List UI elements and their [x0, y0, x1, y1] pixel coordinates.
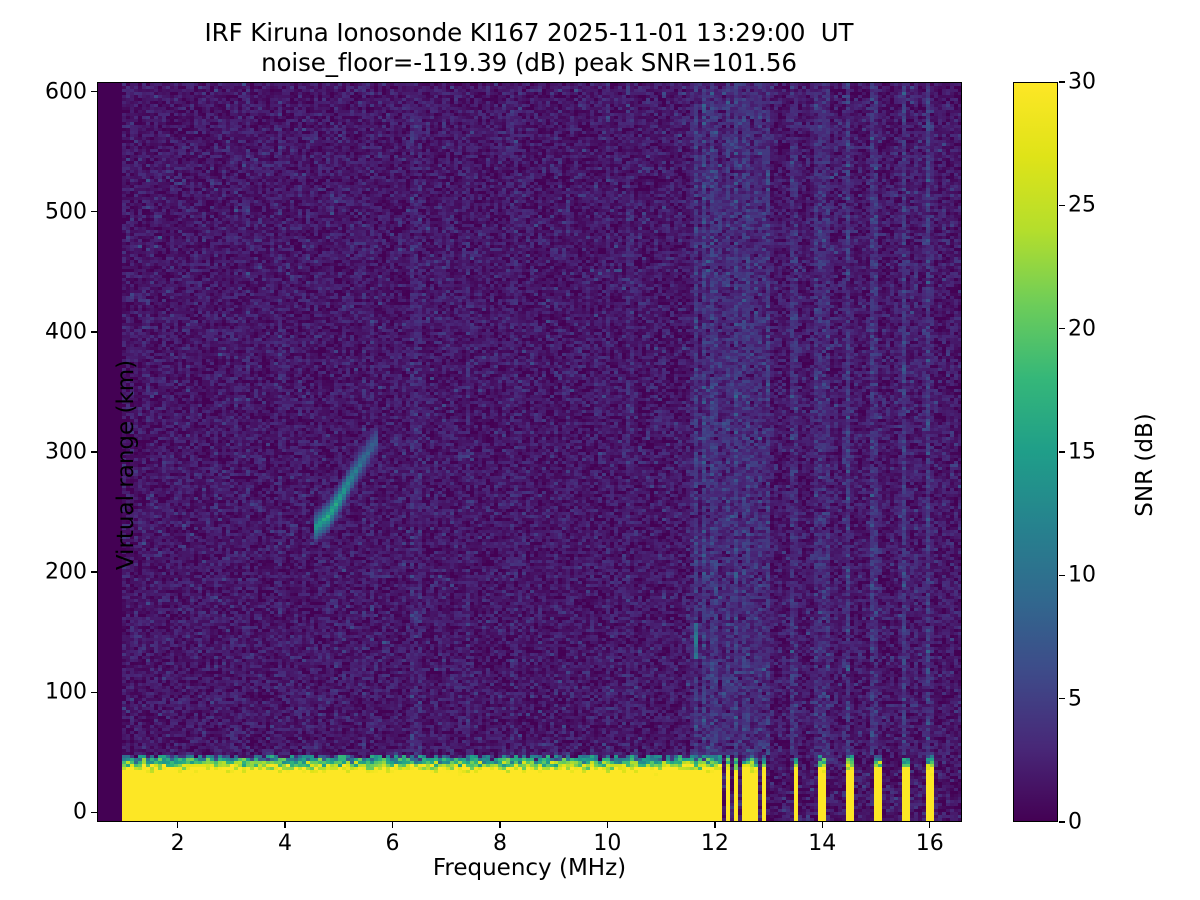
y-axis-label: Virtual range (km) — [113, 359, 139, 571]
colorbar-tick-mark — [1059, 204, 1065, 207]
x-tick-label: 6 — [385, 831, 400, 856]
colorbar-tick-label: 30 — [1068, 69, 1096, 95]
colorbar-tick-mark — [1059, 327, 1065, 330]
colorbar-tick-label: 0 — [1068, 809, 1082, 835]
y-tick-label: 400 — [45, 319, 87, 345]
figure-title: IRF Kiruna Ionosonde KI167 2025-11-01 13… — [0, 18, 1058, 78]
x-tick-mark — [284, 822, 286, 828]
colorbar-label: SNR (dB) — [1132, 413, 1158, 517]
x-tick-label: 4 — [278, 831, 293, 856]
y-tick-label: 200 — [45, 559, 87, 585]
title-line-1: IRF Kiruna Ionosonde KI167 2025-11-01 13… — [204, 18, 854, 47]
y-tick-mark — [91, 331, 97, 333]
y-tick-mark — [91, 90, 97, 93]
x-tick-mark — [391, 822, 394, 828]
x-tick-label: 12 — [700, 831, 729, 856]
colorbar-tick-mark — [1059, 574, 1065, 577]
ionogram-plot-area — [97, 82, 962, 822]
x-tick-label: 14 — [808, 831, 837, 856]
colorbar-tick-mark — [1059, 81, 1065, 83]
y-tick-label: 500 — [45, 199, 87, 225]
ionogram-heatmap — [98, 83, 961, 821]
x-tick-label: 16 — [915, 831, 944, 856]
x-axis-label: Frequency (MHz) — [432, 855, 627, 881]
colorbar-tick-label: 25 — [1068, 192, 1096, 218]
y-tick-mark — [91, 451, 97, 453]
x-tick-label: 8 — [492, 831, 507, 856]
y-tick-mark — [91, 691, 97, 693]
x-tick-label: 10 — [593, 831, 622, 856]
x-tick-mark — [714, 822, 716, 828]
y-tick-mark — [91, 211, 97, 213]
y-tick-mark — [91, 571, 97, 573]
x-tick-label: 2 — [170, 831, 185, 856]
colorbar-gradient — [1014, 83, 1057, 821]
title-line-2: noise_floor=-119.39 (dB) peak SNR=101.56 — [261, 47, 797, 77]
colorbar-tick-label: 15 — [1068, 439, 1096, 465]
colorbar-tick-mark — [1059, 821, 1065, 823]
colorbar-tick-mark — [1059, 697, 1065, 700]
y-tick-mark — [91, 811, 97, 814]
colorbar-tick-label: 20 — [1068, 316, 1096, 342]
y-tick-label: 300 — [45, 439, 87, 465]
colorbar-tick-label: 5 — [1068, 686, 1082, 712]
x-tick-mark — [499, 822, 501, 828]
y-tick-label: 0 — [73, 799, 87, 825]
colorbar — [1013, 82, 1058, 822]
x-tick-mark — [821, 822, 823, 828]
x-tick-mark — [929, 822, 931, 828]
y-tick-label: 600 — [45, 79, 87, 105]
x-tick-mark — [176, 822, 179, 828]
colorbar-tick-mark — [1059, 451, 1065, 453]
colorbar-tick-label: 10 — [1068, 562, 1096, 588]
x-tick-mark — [606, 822, 609, 828]
y-tick-label: 100 — [45, 679, 87, 705]
